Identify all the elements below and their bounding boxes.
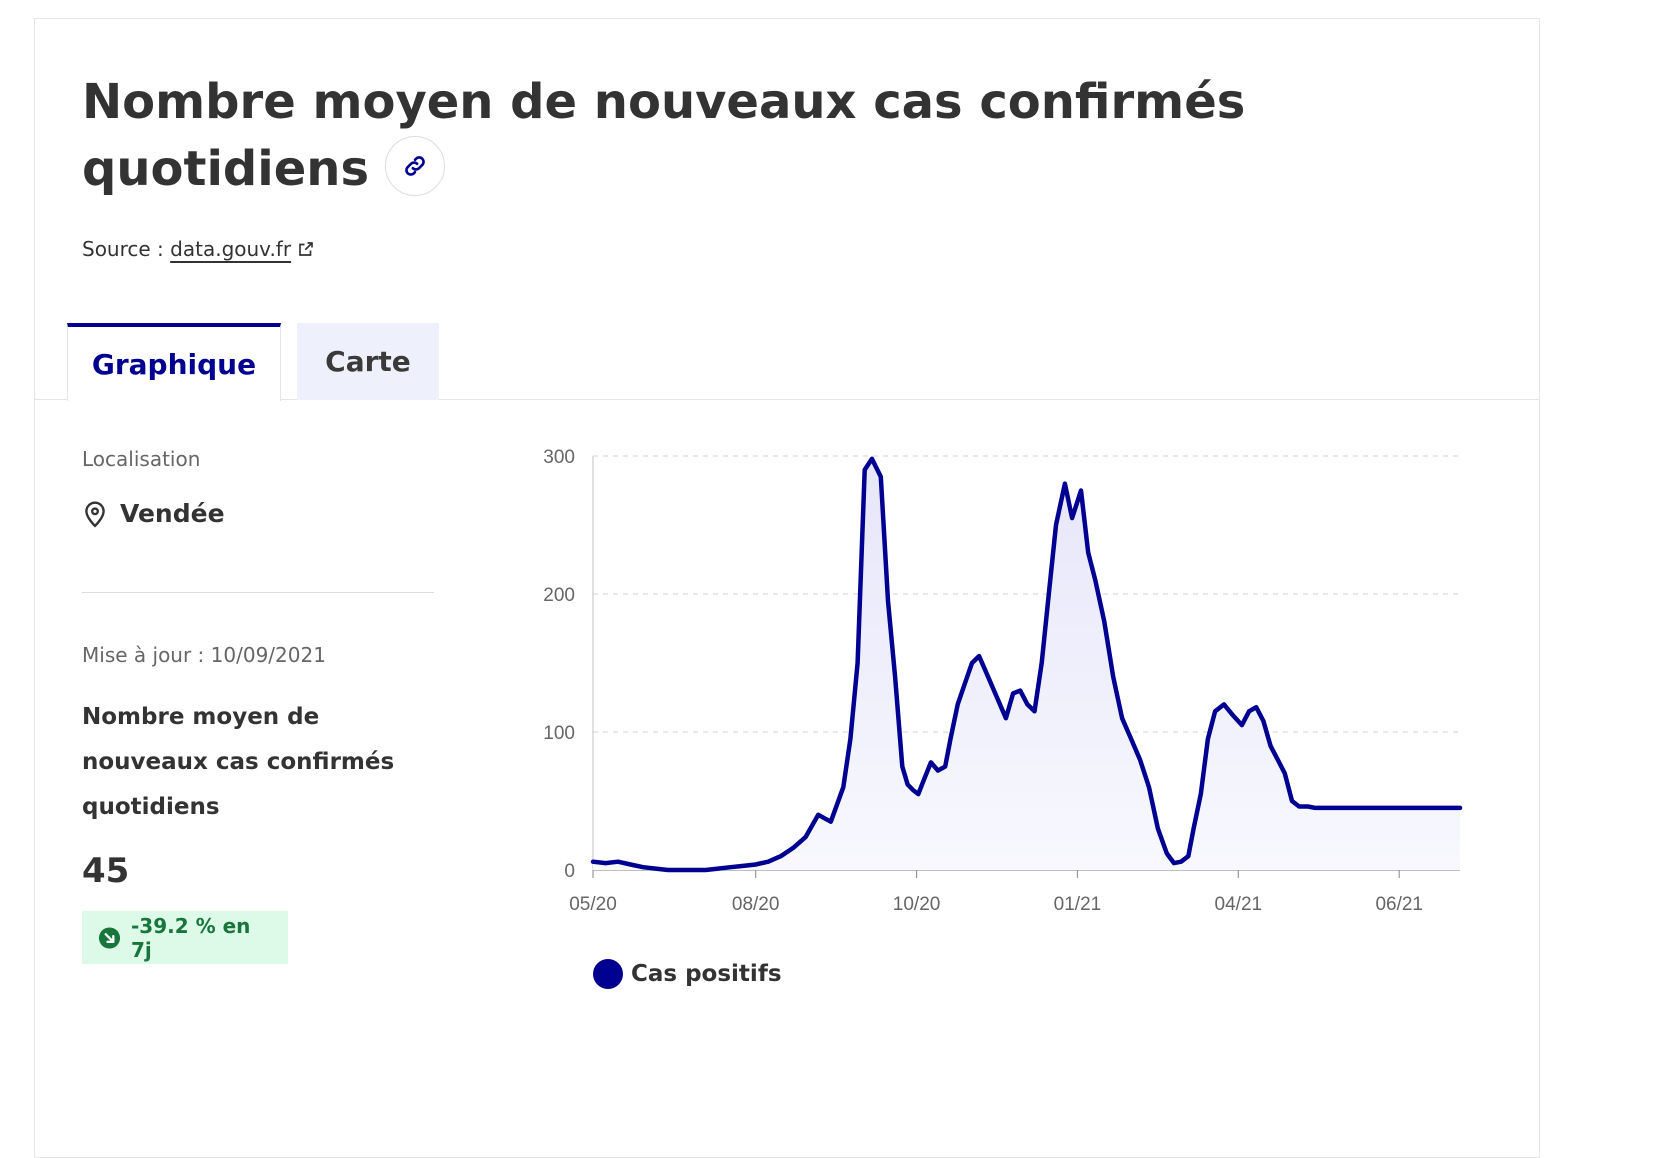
x-tick-label: 10/20 [893, 894, 941, 915]
legend-label: Cas positifs [631, 961, 782, 987]
tab-graphique[interactable]: Graphique [67, 323, 281, 401]
y-tick-label: 300 [543, 447, 575, 468]
y-tick-label: 100 [543, 723, 575, 744]
legend-marker [593, 959, 623, 989]
x-tick-label: 08/20 [732, 894, 780, 915]
x-tick-label: 05/20 [569, 894, 617, 915]
x-tick-label: 06/21 [1375, 894, 1423, 915]
indicator-card: Nombre moyen de nouveaux cas confirmés q… [34, 18, 1540, 1158]
x-tick-label: 01/21 [1054, 894, 1102, 915]
y-tick-label: 0 [564, 861, 575, 882]
cases-chart: 0 100 200 300 05/20 08/20 10/20 01/21 04/21 06/21 [35, 19, 1541, 1019]
chart-legend: Cas positifs [593, 959, 782, 989]
y-tick-label: 200 [543, 585, 575, 606]
x-tick-label: 04/21 [1215, 894, 1263, 915]
